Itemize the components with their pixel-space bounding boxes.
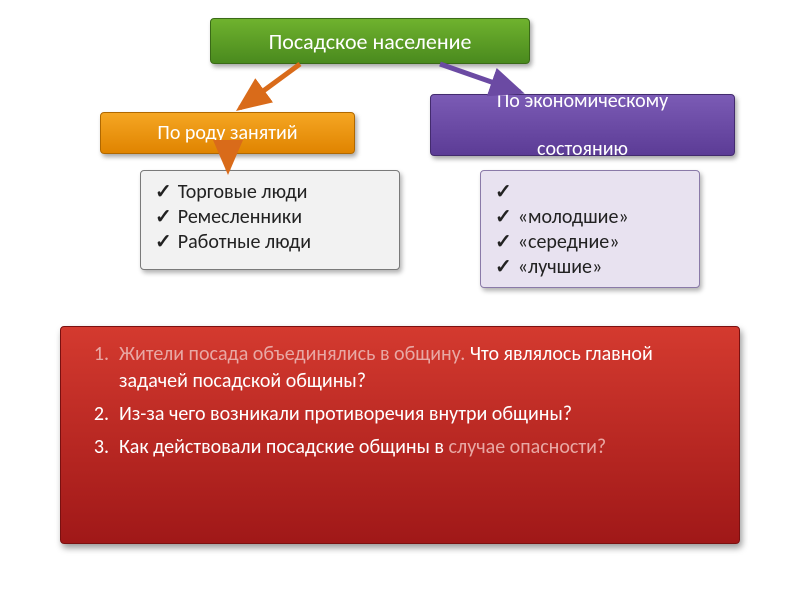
root-label: Посадское население bbox=[269, 28, 472, 55]
occupation-item: Работные люди bbox=[155, 229, 385, 254]
economic-status-list: «молодшие»«середние»«лучшие» bbox=[480, 170, 700, 288]
question-number: 2. bbox=[79, 401, 119, 428]
branch-by-economic-status-line2: состоянию bbox=[537, 137, 628, 161]
branch-by-occupation: По роду занятий bbox=[100, 112, 355, 154]
economic-item-empty bbox=[495, 179, 685, 204]
occupation-item: Торговые люди bbox=[155, 179, 385, 204]
branch-by-economic-status: По экономическому состоянию bbox=[430, 94, 735, 156]
branch-by-occupation-label: По роду занятий bbox=[157, 121, 297, 145]
question-text: Как действовали посадские общины в случа… bbox=[119, 434, 723, 461]
question-number: 3. bbox=[79, 434, 119, 461]
occupation-item: Ремесленники bbox=[155, 204, 385, 229]
question-item: 2.Из-за чего возникали противоречия внут… bbox=[79, 401, 723, 428]
questions-panel: 1.Жители посада объединялись в общину. Ч… bbox=[60, 326, 740, 544]
economic-item: «молодшие» bbox=[495, 204, 685, 229]
question-text: Из-за чего возникали противоречия внутри… bbox=[119, 401, 723, 428]
occupation-list: Торговые людиРемесленникиРаботные люди bbox=[140, 170, 400, 270]
question-item: 1.Жители посада объединялись в общину. Ч… bbox=[79, 341, 723, 395]
question-number: 1. bbox=[79, 341, 119, 395]
branch-by-economic-status-line1: По экономическому bbox=[497, 89, 668, 113]
economic-item: «середние» bbox=[495, 229, 685, 254]
question-item: 3.Как действовали посадские общины в слу… bbox=[79, 434, 723, 461]
root-node: Посадское население bbox=[210, 18, 530, 64]
question-text: Жители посада объединялись в общину. Что… bbox=[119, 341, 723, 395]
economic-item: «лучшие» bbox=[495, 254, 685, 279]
